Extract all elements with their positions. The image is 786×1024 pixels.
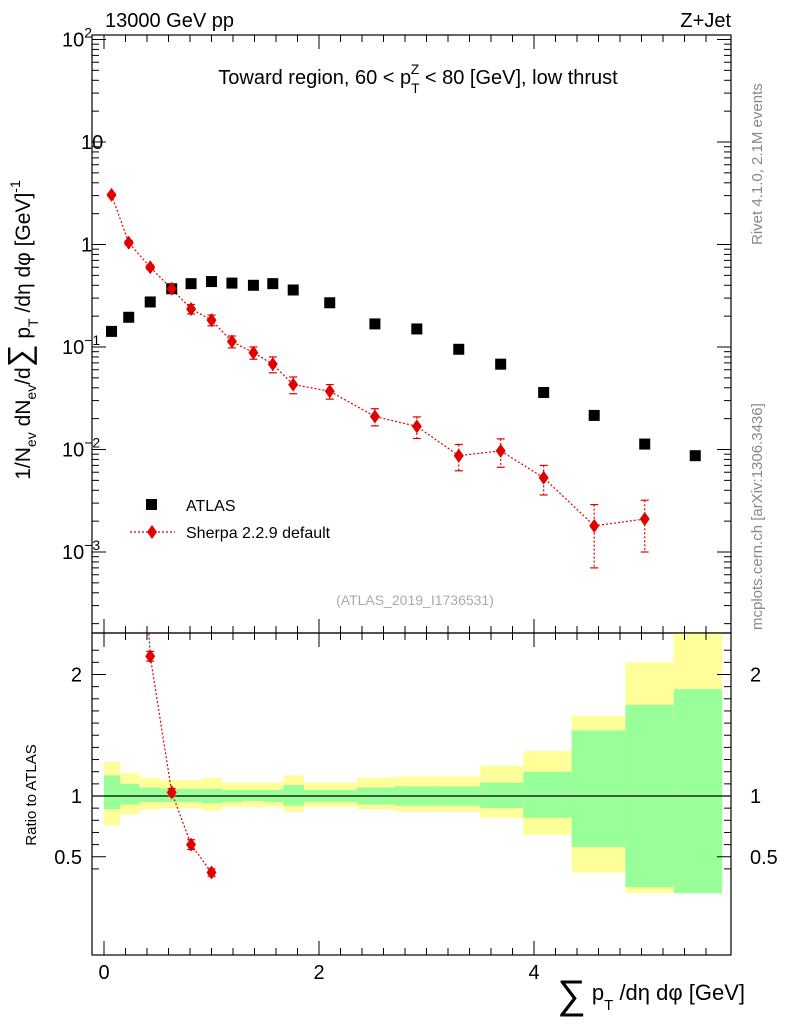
ratio-y-tick-label-left: 1 (71, 786, 82, 808)
main-axis-ticks (92, 35, 731, 633)
sherpa-point (267, 357, 278, 372)
ratio-point (206, 865, 217, 880)
legend-sherpa-label: Sherpa 2.2.9 default (186, 525, 331, 542)
main-y-tick-label: 102 (62, 25, 92, 52)
ratio-line (148, 633, 216, 878)
x-tick-labels: 0 2 4 (98, 962, 539, 984)
ratio-y-tick-label-right: 2 (750, 665, 761, 687)
sherpa-point (166, 281, 177, 296)
stat-uncertainty-band (104, 689, 723, 894)
atlas-point (588, 409, 600, 421)
atlas-point (123, 311, 135, 323)
stat-band-segment (480, 782, 524, 809)
sherpa-point (324, 384, 335, 399)
atlas-point (226, 277, 238, 289)
stat-band-segment (104, 775, 121, 810)
ratio-panel: 0.5 0.5 1 1 2 2 0 2 4 Ratio to ATLAS ∑ pT /dη d… (23, 632, 778, 1017)
atlas-point (247, 279, 259, 291)
ratio-y-tick-label-left: 0.5 (54, 847, 82, 869)
x-axis-title: ∑ pT /dη dφ [GeV] (557, 973, 745, 1017)
main-y-tick-label: 1 (81, 235, 92, 257)
main-y-tick-label: 10−2 (62, 435, 100, 462)
ratio-y-axis-title: Ratio to ATLAS (23, 744, 40, 845)
sherpa-points (106, 187, 650, 533)
atlas-point (639, 438, 651, 450)
header-collision-label: 13000 GeV pp (105, 10, 234, 32)
main-y-tick-label: 10−3 (62, 537, 100, 564)
sherpa-point (639, 511, 650, 526)
stat-band-segment (242, 789, 264, 801)
legend-sherpa-marker (147, 525, 157, 539)
sherpa-point (495, 443, 506, 458)
atlas-point (369, 318, 381, 330)
main-y-tick-label: 10−1 (62, 332, 100, 359)
ratio-points (145, 649, 217, 880)
stat-band-segment (571, 730, 626, 848)
sherpa-point (589, 518, 600, 533)
stat-band-segment (283, 785, 304, 806)
atlas-point (206, 276, 217, 288)
atlas-point (453, 343, 465, 355)
atlas-point (689, 450, 701, 462)
sherpa-point (369, 409, 380, 424)
x-tick-label: 2 (313, 962, 324, 984)
ratio-y-tick-label-right: 0.5 (750, 847, 778, 869)
atlas-point (106, 325, 118, 337)
plot-title: Toward region, 60 < pTZ < 80 [GeV], low … (218, 61, 618, 96)
x-tick-label: 4 (528, 962, 539, 984)
ratio-point (145, 649, 156, 664)
analysis-watermark: (ATLAS_2019_I1736531) (336, 592, 494, 608)
ratio-y-tick-label-left: 2 (71, 665, 82, 687)
mcplots-label: mcplots.cern.ch [arXiv:1306.3436] (749, 403, 766, 630)
atlas-points (106, 276, 701, 462)
sherpa-point (106, 187, 117, 202)
sherpa-point (411, 419, 422, 434)
atlas-point (495, 358, 507, 370)
sherpa-point (186, 301, 197, 316)
stat-band-segment (139, 787, 161, 803)
sherpa-point (453, 448, 464, 463)
sherpa-point (123, 235, 134, 250)
ratio-y-tick-label-right: 1 (750, 786, 761, 808)
stat-band-segment (120, 783, 140, 805)
sherpa-point (226, 334, 237, 349)
atlas-point (144, 296, 156, 308)
atlas-point (185, 278, 197, 290)
rivet-version-label: Rivet 4.1.0, 2.1M events (749, 83, 766, 245)
stat-band-segment (523, 771, 572, 818)
ratio-frame (91, 632, 732, 956)
legend-atlas-marker (146, 499, 157, 510)
sherpa-point (288, 377, 299, 392)
sherpa-line (110, 194, 645, 527)
sherpa-point (248, 345, 259, 360)
stat-band-segment (673, 689, 723, 894)
legend: ATLAS Sherpa 2.2.9 default (130, 498, 331, 542)
sherpa-point (206, 313, 217, 328)
ratio-point (186, 837, 197, 852)
atlas-point (324, 297, 336, 309)
main-y-axis-title: 1/Nev dNev/d∑ pT /dη dφ [GeV]-1 (1, 180, 41, 480)
atlas-point (267, 278, 279, 290)
ratio-error-bars (146, 650, 216, 877)
sherpa-point (538, 470, 549, 485)
ratio-y-tick-labels: 0.5 0.5 1 1 2 2 (54, 665, 778, 869)
header-process-label: Z+Jet (680, 10, 731, 32)
ratio-point (166, 785, 177, 800)
atlas-point (411, 323, 423, 335)
sherpa-point (145, 260, 156, 275)
atlas-point (538, 386, 550, 398)
legend-atlas-label: ATLAS (186, 498, 236, 515)
x-tick-label: 0 (98, 962, 109, 984)
atlas-point (287, 284, 299, 296)
ratio-axis-ticks (92, 633, 731, 955)
stat-band-segment (181, 788, 202, 803)
